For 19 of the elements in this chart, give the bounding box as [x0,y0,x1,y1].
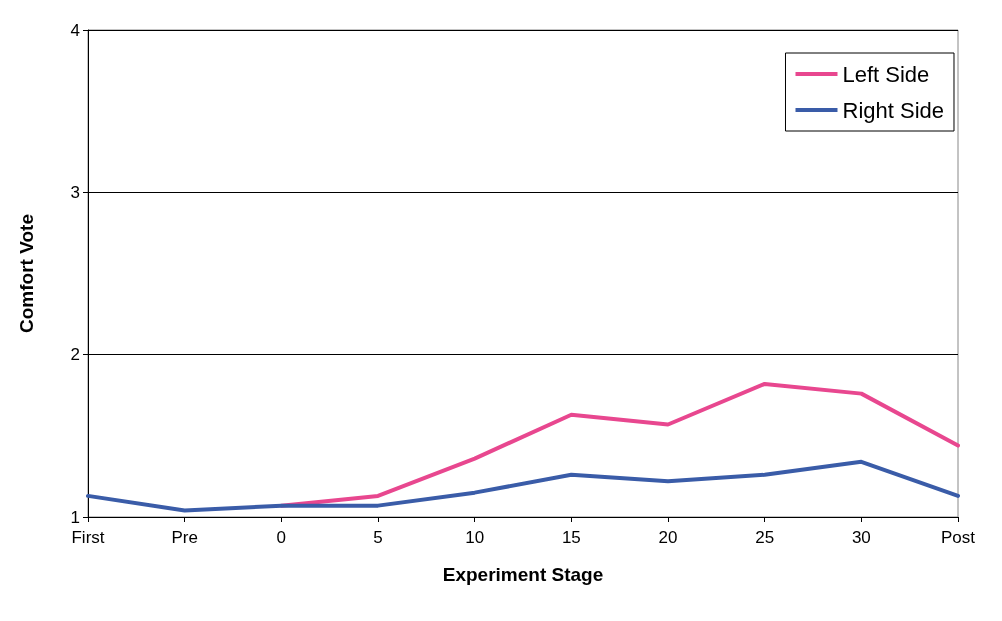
y-tick-label: 3 [70,182,80,202]
legend-label: Left Side [842,61,930,87]
x-tick-label: 10 [465,528,485,547]
x-tick-label: 25 [755,528,775,547]
line-series [86,459,960,513]
x-tick-label: 5 [373,528,383,547]
x-tick-label: 15 [561,528,581,547]
x-tick-label: 30 [851,528,871,547]
y-tick-label: 4 [70,20,80,40]
x-tick-label: Pre [171,528,198,547]
x-tick-label: Post [940,528,976,547]
y-tick-label: 1 [70,507,80,527]
legend-label: Right Side [842,97,945,123]
y-axis-title: Comfort Vote [16,214,37,333]
x-axis-title: Experiment Stage [442,564,604,585]
y-tick-label: 2 [70,345,80,365]
x-tick-label: First [71,528,105,547]
x-tick-label: 0 [276,528,287,547]
x-tick-label: 20 [658,528,678,547]
